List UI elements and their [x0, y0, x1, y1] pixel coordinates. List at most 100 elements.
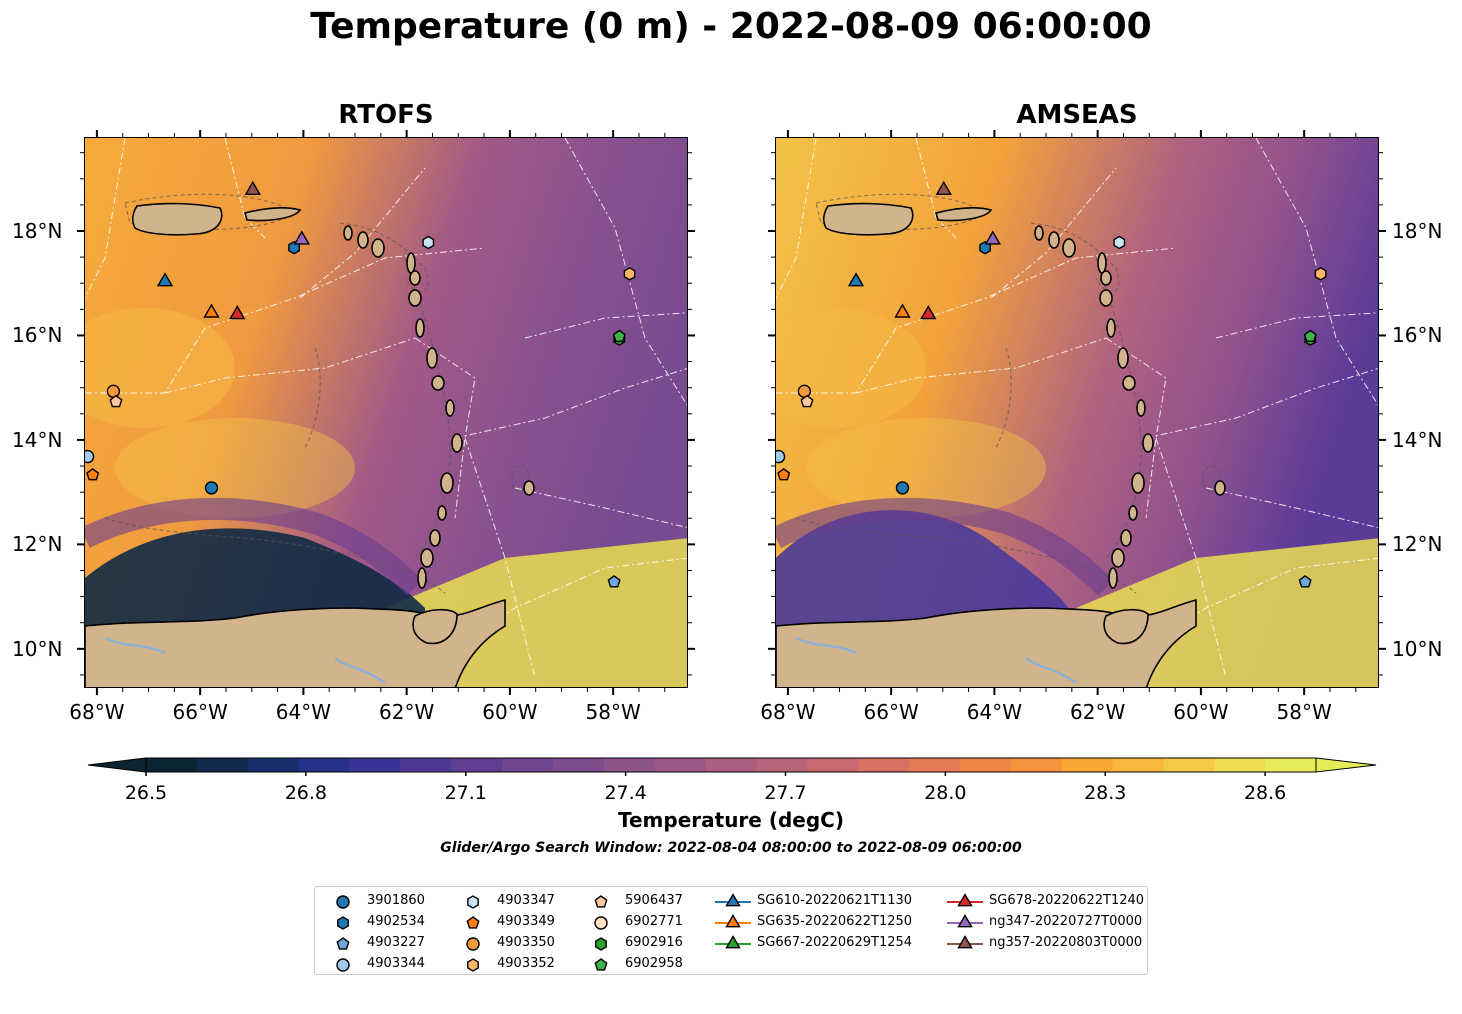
- legend-symbol: [957, 893, 973, 907]
- lesser-antilles-island: [1136, 399, 1146, 417]
- lat-tick-label: 14°N: [1392, 427, 1443, 452]
- legend-symbol: [336, 958, 350, 972]
- platform-marker: [935, 180, 952, 195]
- lesser-antilles-island: [451, 433, 463, 453]
- colorbar-segment: [451, 758, 503, 772]
- colorbar-segment: [603, 758, 656, 772]
- legend-marker-icon: [594, 895, 608, 908]
- lon-tick-label: 58°W: [1276, 700, 1332, 724]
- colorbar-segment: [654, 758, 707, 772]
- legend-symbol: [467, 895, 479, 909]
- landmass: [85, 202, 535, 687]
- lon-tick-label: 58°W: [585, 700, 641, 724]
- legend-label: 6902916: [625, 935, 683, 950]
- platform-marker: [984, 230, 1002, 245]
- lat-tick-label: 18°N: [1392, 219, 1443, 243]
- legend-marker-icon: [595, 937, 607, 951]
- puerto-rico: [823, 202, 914, 236]
- legend-symbol: [725, 893, 741, 907]
- legend-symbol: [957, 914, 973, 928]
- legend-marker-icon: [715, 893, 751, 907]
- legend-label: 4902534: [367, 914, 425, 929]
- platform-marker: [1113, 235, 1126, 250]
- legend-symbol: [466, 916, 480, 929]
- legend-label: 6902958: [625, 956, 683, 971]
- legend-label: SG610-20220621T1130: [757, 893, 913, 908]
- colorbar-segment: [502, 758, 554, 772]
- legend-marker-icon: [336, 937, 350, 950]
- legend-label: 4903344: [367, 956, 425, 971]
- figure-title: Temperature (0 m) - 2022-08-09 06:00:00: [310, 6, 1152, 47]
- lat-tick-label: 10°N: [1392, 636, 1443, 661]
- colorbar-max-extend: [1315, 757, 1377, 773]
- platform-marker: [920, 305, 937, 320]
- lesser-antilles-island: [408, 289, 422, 307]
- colorbar-tick-label: 28.3: [1084, 782, 1127, 804]
- colorbar-segment: [1265, 758, 1317, 772]
- legend-symbol: [594, 895, 608, 908]
- map-panel-amseas: [775, 137, 1379, 688]
- trinidad: [412, 608, 458, 645]
- lon-tick-label: 64°W: [966, 700, 1022, 724]
- platform-marker: [156, 272, 174, 287]
- lesser-antilles-island: [343, 225, 353, 241]
- legend-label: 4903352: [497, 956, 555, 971]
- colorbar-segment: [298, 758, 350, 772]
- colorbar-segment: [146, 758, 198, 772]
- legend-label: 4903350: [497, 935, 555, 950]
- lesser-antilles-island: [440, 472, 454, 494]
- legend-label: 4903347: [497, 893, 555, 908]
- colorbar-segment: [1112, 758, 1164, 772]
- virgin-islands: [244, 207, 302, 222]
- platform-marker: [85, 449, 95, 464]
- legend-marker-icon: [467, 958, 479, 972]
- legend-marker-icon: [466, 916, 480, 929]
- lesser-antilles-island: [1142, 433, 1154, 453]
- legend-marker-icon: [594, 958, 608, 971]
- legend: 3901860 4902534 4903227 4903344 4903347 49033…: [314, 886, 1148, 975]
- colorbar-segment: [756, 758, 808, 772]
- lesser-antilles-island: [417, 567, 427, 589]
- legend-symbol: [725, 935, 741, 949]
- platform-marker: [244, 180, 261, 195]
- platform-marker: [86, 468, 100, 481]
- lat-tick-label: 16°N: [12, 323, 63, 348]
- lesser-antilles-island: [1131, 472, 1145, 494]
- lon-tick-label: 64°W: [275, 700, 331, 724]
- lesser-antilles-island: [426, 347, 438, 369]
- colorbar-segment: [247, 758, 300, 772]
- colorbar-segment: [807, 758, 859, 772]
- colorbar-segment: [1061, 758, 1114, 772]
- platform-marker: [229, 305, 246, 320]
- colorbar-title: Temperature (degC): [618, 808, 844, 832]
- rivers: [104, 636, 386, 685]
- lat-tick-label: 18°N: [12, 219, 63, 243]
- platform-marker: [288, 240, 300, 255]
- lon-tick-label: 68°W: [760, 700, 816, 724]
- platform-marker: [847, 272, 865, 287]
- lesser-antilles-island: [1106, 318, 1116, 338]
- lesser-antilles-island: [1120, 529, 1132, 547]
- legend-marker-icon: [337, 916, 349, 930]
- lesser-antilles-island: [409, 270, 421, 286]
- lon-tick-label: 62°W: [379, 700, 435, 724]
- colorbar-segment: [196, 758, 249, 772]
- legend-symbol: [336, 937, 350, 950]
- colorbar-tick-label: 27.4: [604, 782, 647, 804]
- panel-title-rtofs: RTOFS: [338, 100, 434, 130]
- lesser-antilles-island: [431, 375, 445, 391]
- colorbar-segment: [1010, 758, 1063, 772]
- lesser-antilles-island: [523, 480, 535, 496]
- legend-marker-icon: [947, 914, 983, 928]
- colorbar-segment: [552, 758, 605, 772]
- colorbar-tick-label: 28.0: [924, 782, 967, 804]
- colorbar: [87, 757, 1377, 776]
- colorbar-segment: [1214, 758, 1266, 772]
- lesser-antilles-island: [429, 529, 441, 547]
- legend-label: SG667-20220629T1254: [757, 935, 913, 950]
- colorbar-tick-label: 28.6: [1243, 782, 1287, 804]
- map-panel-rtofs: [84, 137, 688, 688]
- landmass: [776, 202, 1226, 687]
- platform-marker: [894, 303, 911, 318]
- legend-label: 6902771: [625, 914, 683, 929]
